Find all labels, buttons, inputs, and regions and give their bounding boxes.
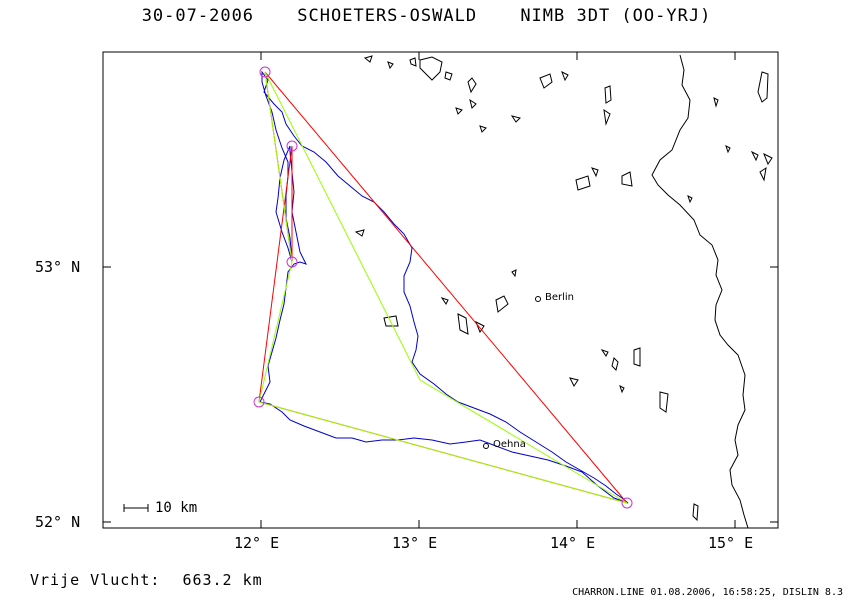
- distance-result: Vrije Vlucht: 663.2 km: [30, 571, 263, 589]
- turnpoint-3: [286, 256, 298, 268]
- footer-info: CHARRON.LINE 01.08.2006, 16:58:25, DISLI…: [572, 587, 843, 598]
- distance-value: 663.2 km: [182, 571, 263, 589]
- scale-label: 10 km: [155, 500, 198, 516]
- border-line: [651, 54, 749, 529]
- turnpoint-2: [286, 140, 298, 152]
- turnpoint-4: [253, 396, 265, 408]
- turnpoint-5: [621, 497, 633, 509]
- lat-label-53: 53° N: [35, 258, 81, 276]
- map-frame: [102, 51, 779, 529]
- map-title: 30-07-2006 SCHOETERS-OSWALD NIMB 3DT (OO…: [0, 6, 853, 26]
- scale-bar: [123, 504, 149, 512]
- lon-label-13: 13° E: [392, 534, 438, 552]
- lakes: [354, 55, 773, 522]
- distance-label: Vrije Vlucht:: [30, 571, 161, 589]
- lon-label-12: 12° E: [234, 534, 280, 552]
- fai-triangle: [258, 71, 628, 504]
- turnpoints: [253, 66, 633, 509]
- pilot-name: SCHOETERS-OSWALD: [297, 6, 478, 26]
- city-marker-oehna: [483, 443, 489, 449]
- aircraft-id: NIMB 3DT (OO-YRJ): [520, 6, 712, 26]
- flight-track: [259, 70, 629, 504]
- lon-label-15: 15° E: [708, 534, 754, 552]
- flight-date: 30-07-2006: [141, 6, 255, 26]
- city-label-oehna: Oehna: [493, 439, 526, 450]
- city-marker-berlin: [535, 296, 541, 302]
- optimized-route: [258, 71, 628, 504]
- city-label-berlin: Berlin: [545, 292, 575, 303]
- lat-label-52: 52° N: [35, 513, 81, 531]
- axis-ticks: [103, 52, 778, 528]
- lon-label-14: 14° E: [550, 534, 596, 552]
- turnpoint-1: [259, 66, 271, 78]
